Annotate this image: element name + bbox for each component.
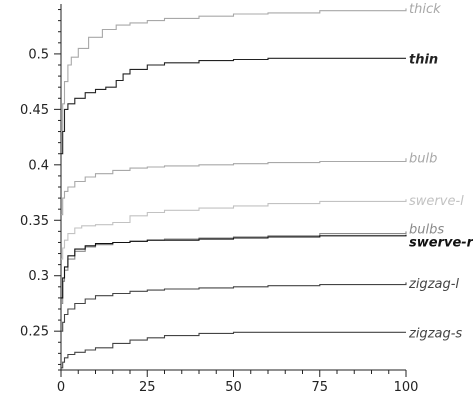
series-line-thick <box>61 8 407 133</box>
series-label-bulbs: bulbs <box>409 223 444 238</box>
series-line-swerve-r <box>61 234 407 299</box>
x-tick-label: 25 <box>139 380 156 395</box>
series-label-swerve-l: swerve-l <box>409 194 464 209</box>
x-tick-label: 100 <box>394 380 419 395</box>
series-line-zigzag-s <box>61 331 406 369</box>
y-tick-label: 0.25 <box>20 325 49 340</box>
series-label-thin: thin <box>409 52 438 67</box>
axes: 0.25 0.3 0.35 0.4 0.45 0.5 0 25 50 75 100 <box>20 4 418 395</box>
series-label-thick: thick <box>409 2 441 17</box>
series-line-swerve-l <box>61 199 407 260</box>
series-line-thin <box>61 57 406 155</box>
x-tick-label: 75 <box>311 380 328 395</box>
series-label-swerve-r: swerve-r <box>409 235 473 250</box>
series-label-bulb: bulb <box>409 152 437 167</box>
y-tick-label: 0.3 <box>28 269 49 284</box>
series-label-zigzag-s: zigzag-s <box>408 326 462 341</box>
series-line-zigzag-l <box>61 282 407 332</box>
x-tick-label: 50 <box>225 380 242 395</box>
y-tick-label: 0.45 <box>20 103 49 118</box>
x-tick-label: 0 <box>57 380 65 395</box>
y-tick-label: 0.4 <box>28 158 49 173</box>
series-lines <box>61 8 407 369</box>
y-tick-label: 0.5 <box>28 47 49 62</box>
y-tick-label: 0.35 <box>20 214 49 229</box>
series-line-bulb <box>61 158 407 216</box>
series-label-zigzag-l: zigzag-l <box>408 277 459 292</box>
